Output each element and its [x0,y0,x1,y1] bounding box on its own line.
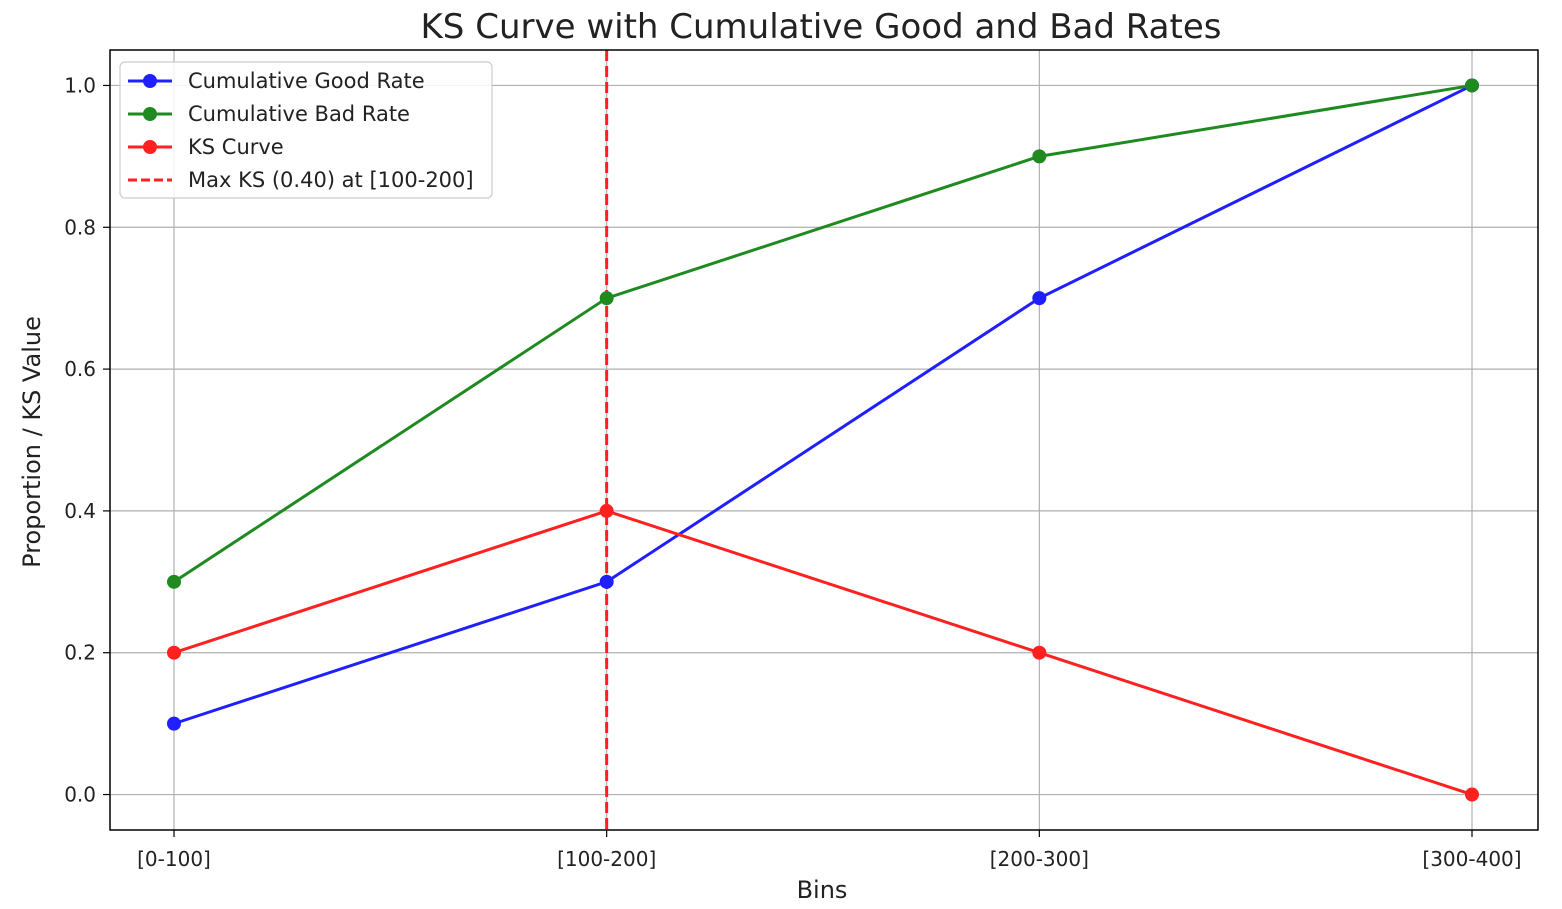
x-tick-label: [0-100] [137,847,211,871]
data-point-cumulative-good-rate [167,716,181,731]
legend: Cumulative Good Rate Cumulative Bad Rate K… [119,61,493,199]
series-layer [167,78,1479,802]
data-point-ks-curve [1465,787,1479,802]
plot-frame [109,49,1539,831]
data-point-cumulative-bad-rate [1465,78,1479,93]
legend-marker-cumulative-good-rate [143,74,157,88]
x-tick-label: [300-400] [1422,847,1521,871]
x-tick-label: [200-300] [990,847,1089,871]
y-tick-label: 0.2 [64,641,96,665]
y-tick-label: 0.0 [64,783,96,807]
series-line-cumulative-good-rate [173,84,1473,726]
data-point-cumulative-bad-rate [167,574,181,589]
y-axis-label: Proportion / KS Value [18,316,46,568]
data-point-ks-curve [167,645,181,660]
data-point-cumulative-good-rate [599,574,614,589]
x-tick-label: [100-200] [557,847,656,871]
legend-label-cumulative-bad-rate: Cumulative Bad Rate [188,102,410,126]
y-tick-label: 1.0 [64,73,96,97]
series-ks-curve [167,503,1479,802]
data-point-cumulative-bad-rate [1032,149,1047,164]
data-point-cumulative-good-rate [1032,291,1047,306]
data-point-ks-curve [599,503,614,518]
series-cumulative-bad-rate [167,78,1479,589]
chart-title: KS Curve with Cumulative Good and Bad Ra… [421,7,1222,47]
legend-label-max-ks-0-40-at-100-200: Max KS (0.40) at [100-200] [188,168,474,192]
x-axis-ticks: [0-100] [100-200] [200-300] [300-400] [137,830,1522,871]
y-tick-label: 0.8 [64,215,96,239]
y-axis-ticks: 0.0 0.2 0.4 0.6 0.8 1.0 [64,73,110,807]
data-point-ks-curve [1032,645,1047,660]
series-line-ks-curve [173,509,1473,796]
y-tick-label: 0.6 [64,357,96,381]
legend-label-cumulative-good-rate: Cumulative Good Rate [188,69,425,93]
series-line-cumulative-bad-rate [173,83,1473,584]
x-axis-label: Bins [797,876,848,904]
legend-marker-cumulative-bad-rate [143,107,157,121]
legend-label-ks-curve: KS Curve [188,135,284,159]
legend-marker-ks-curve [143,140,157,154]
data-point-cumulative-bad-rate [599,291,614,306]
y-tick-label: 0.4 [64,499,96,523]
legend-box [119,61,493,199]
